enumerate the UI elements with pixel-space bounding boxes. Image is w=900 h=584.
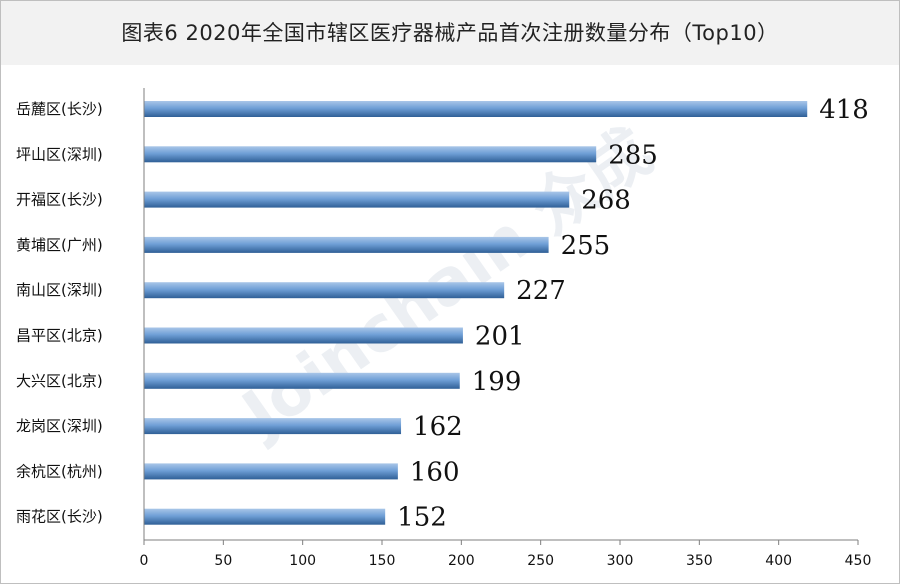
data-label: 227 — [516, 276, 566, 306]
chart-title: 图表6 2020年全国市辖区医疗器械产品首次注册数量分布（Top10） — [121, 21, 779, 45]
bar — [144, 463, 398, 480]
category-label: 昌平区(北京) — [16, 327, 103, 345]
data-label: 285 — [608, 140, 658, 170]
category-label: 雨花区(长沙) — [16, 508, 103, 526]
bar — [144, 101, 808, 117]
category-label: 岳麓区(长沙) — [16, 100, 103, 118]
category-label: 黄埔区(广州) — [16, 236, 103, 254]
tick-label: 400 — [765, 553, 792, 569]
data-label: 160 — [410, 457, 460, 487]
data-label: 162 — [413, 412, 463, 442]
title-bar: 图表6 2020年全国市辖区医疗器械产品首次注册数量分布（Top10） — [1, 1, 899, 65]
tick-label: 0 — [140, 553, 149, 569]
bar — [144, 418, 402, 435]
data-label: 152 — [397, 503, 447, 533]
tick-label: 50 — [214, 553, 232, 569]
tick-label: 250 — [527, 553, 554, 569]
data-label: 201 — [475, 322, 525, 352]
bar — [144, 282, 505, 299]
bar — [144, 508, 386, 525]
bar — [144, 191, 570, 208]
bar — [144, 146, 597, 163]
tick-label: 100 — [289, 553, 316, 569]
tick-label: 150 — [369, 553, 396, 569]
bar — [144, 327, 463, 344]
category-label: 南山区(深圳) — [16, 281, 103, 299]
tick-label: 300 — [607, 553, 634, 569]
data-label: 255 — [561, 231, 611, 261]
tick-label: 200 — [448, 553, 475, 569]
bar — [144, 372, 460, 389]
category-label: 龙岗区(深圳) — [16, 417, 103, 435]
category-label: 开福区(长沙) — [16, 191, 103, 209]
bar — [144, 236, 549, 253]
data-label: 268 — [581, 186, 631, 216]
data-label: 418 — [819, 95, 869, 125]
data-label: 199 — [472, 367, 522, 397]
category-label: 大兴区(北京) — [16, 372, 103, 390]
tick-label: 350 — [686, 553, 713, 569]
category-label: 坪山区(深圳) — [16, 145, 103, 163]
category-label: 余杭区(杭州) — [16, 462, 103, 480]
tick-label: 450 — [845, 553, 872, 569]
